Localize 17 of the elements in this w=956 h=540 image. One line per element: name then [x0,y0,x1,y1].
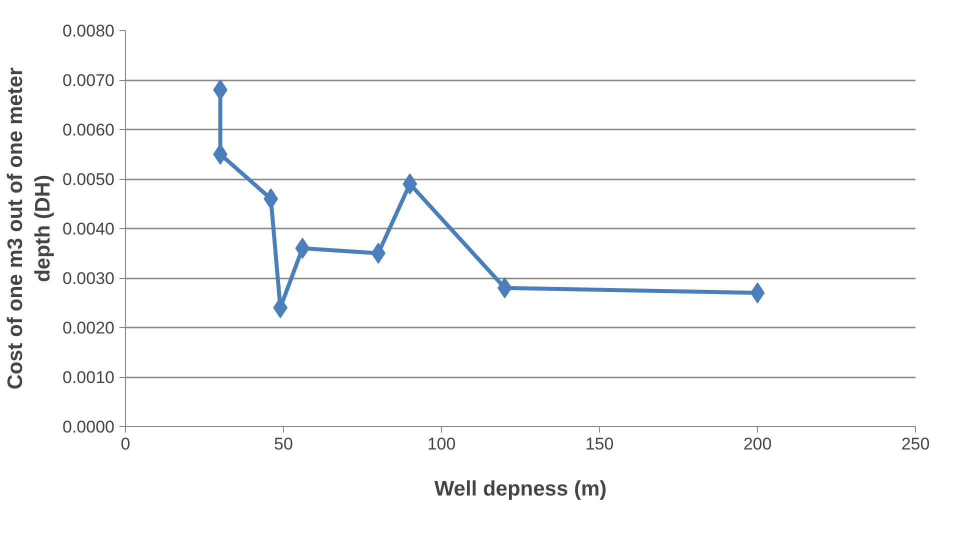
y-tick-label: 0.0010 [62,368,115,387]
x-tick-label: 50 [274,434,293,454]
y-tick-label: 0.0080 [62,22,115,40]
y-tick-label: 0.0060 [62,120,115,140]
y-tick-label: 0.0070 [62,71,115,90]
x-tick-label: 0 [120,434,130,454]
y-tick-label: 0.0030 [62,269,115,288]
x-tick-label: 200 [743,434,772,454]
y-axis-title: Cost of one m3 out of one meter depth (DH) [4,67,55,390]
y-tick-label: 0.0000 [62,418,115,436]
x-tick-label: 100 [427,434,456,454]
y-tick-label: 0.0040 [62,220,115,238]
y-tick-label: 0.0020 [62,318,115,338]
x-tick-label: 150 [585,434,614,454]
y-tick-label: 0.0050 [62,170,115,189]
x-axis-title: Well depness (m) [434,478,607,500]
x-tick-label: 250 [901,434,930,454]
